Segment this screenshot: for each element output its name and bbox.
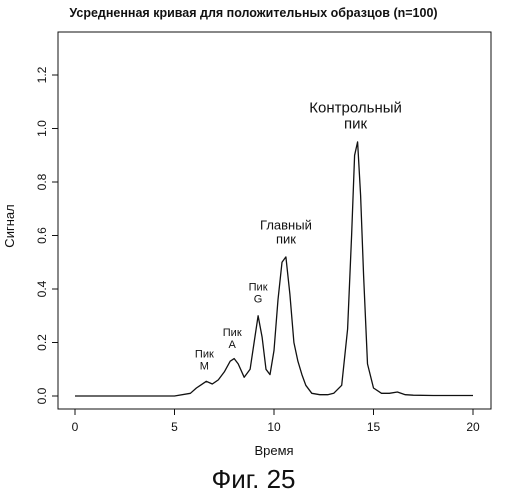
y-tick-label: 0.0 xyxy=(35,387,49,404)
y-axis-label: Сигнал xyxy=(2,204,17,247)
x-tick-label: 10 xyxy=(267,420,281,434)
x-tick-label: 20 xyxy=(466,420,480,434)
x-axis-label: Время xyxy=(254,443,293,458)
y-tick-label: 1.0 xyxy=(35,120,49,137)
peak-annotations: ПикM ПикA ПикG Главныйпик Контрольныйпик xyxy=(195,100,402,373)
y-axis: 0.0 0.2 0.4 0.6 0.8 1.0 1.2 xyxy=(35,66,58,404)
peak-label: ПикA xyxy=(223,327,242,351)
peak-label: ПикM xyxy=(195,348,214,372)
x-tick-label: 5 xyxy=(171,420,178,434)
peak-label: ПикG xyxy=(249,281,268,305)
y-tick-label: 0.8 xyxy=(35,173,49,190)
y-tick-label: 0.6 xyxy=(35,227,49,244)
peak-label: Контрольныйпик xyxy=(309,100,402,133)
x-axis: 0 5 10 15 20 xyxy=(72,409,480,434)
peak-label: Главныйпик xyxy=(260,218,312,247)
signal-curve xyxy=(75,142,473,396)
figure-caption: Фиг. 25 xyxy=(0,464,507,495)
y-tick-label: 0.4 xyxy=(35,280,49,297)
y-tick-label: 0.2 xyxy=(35,334,49,351)
y-tick-label: 1.2 xyxy=(35,66,49,83)
x-tick-label: 15 xyxy=(367,420,381,434)
x-tick-label: 0 xyxy=(72,420,79,434)
